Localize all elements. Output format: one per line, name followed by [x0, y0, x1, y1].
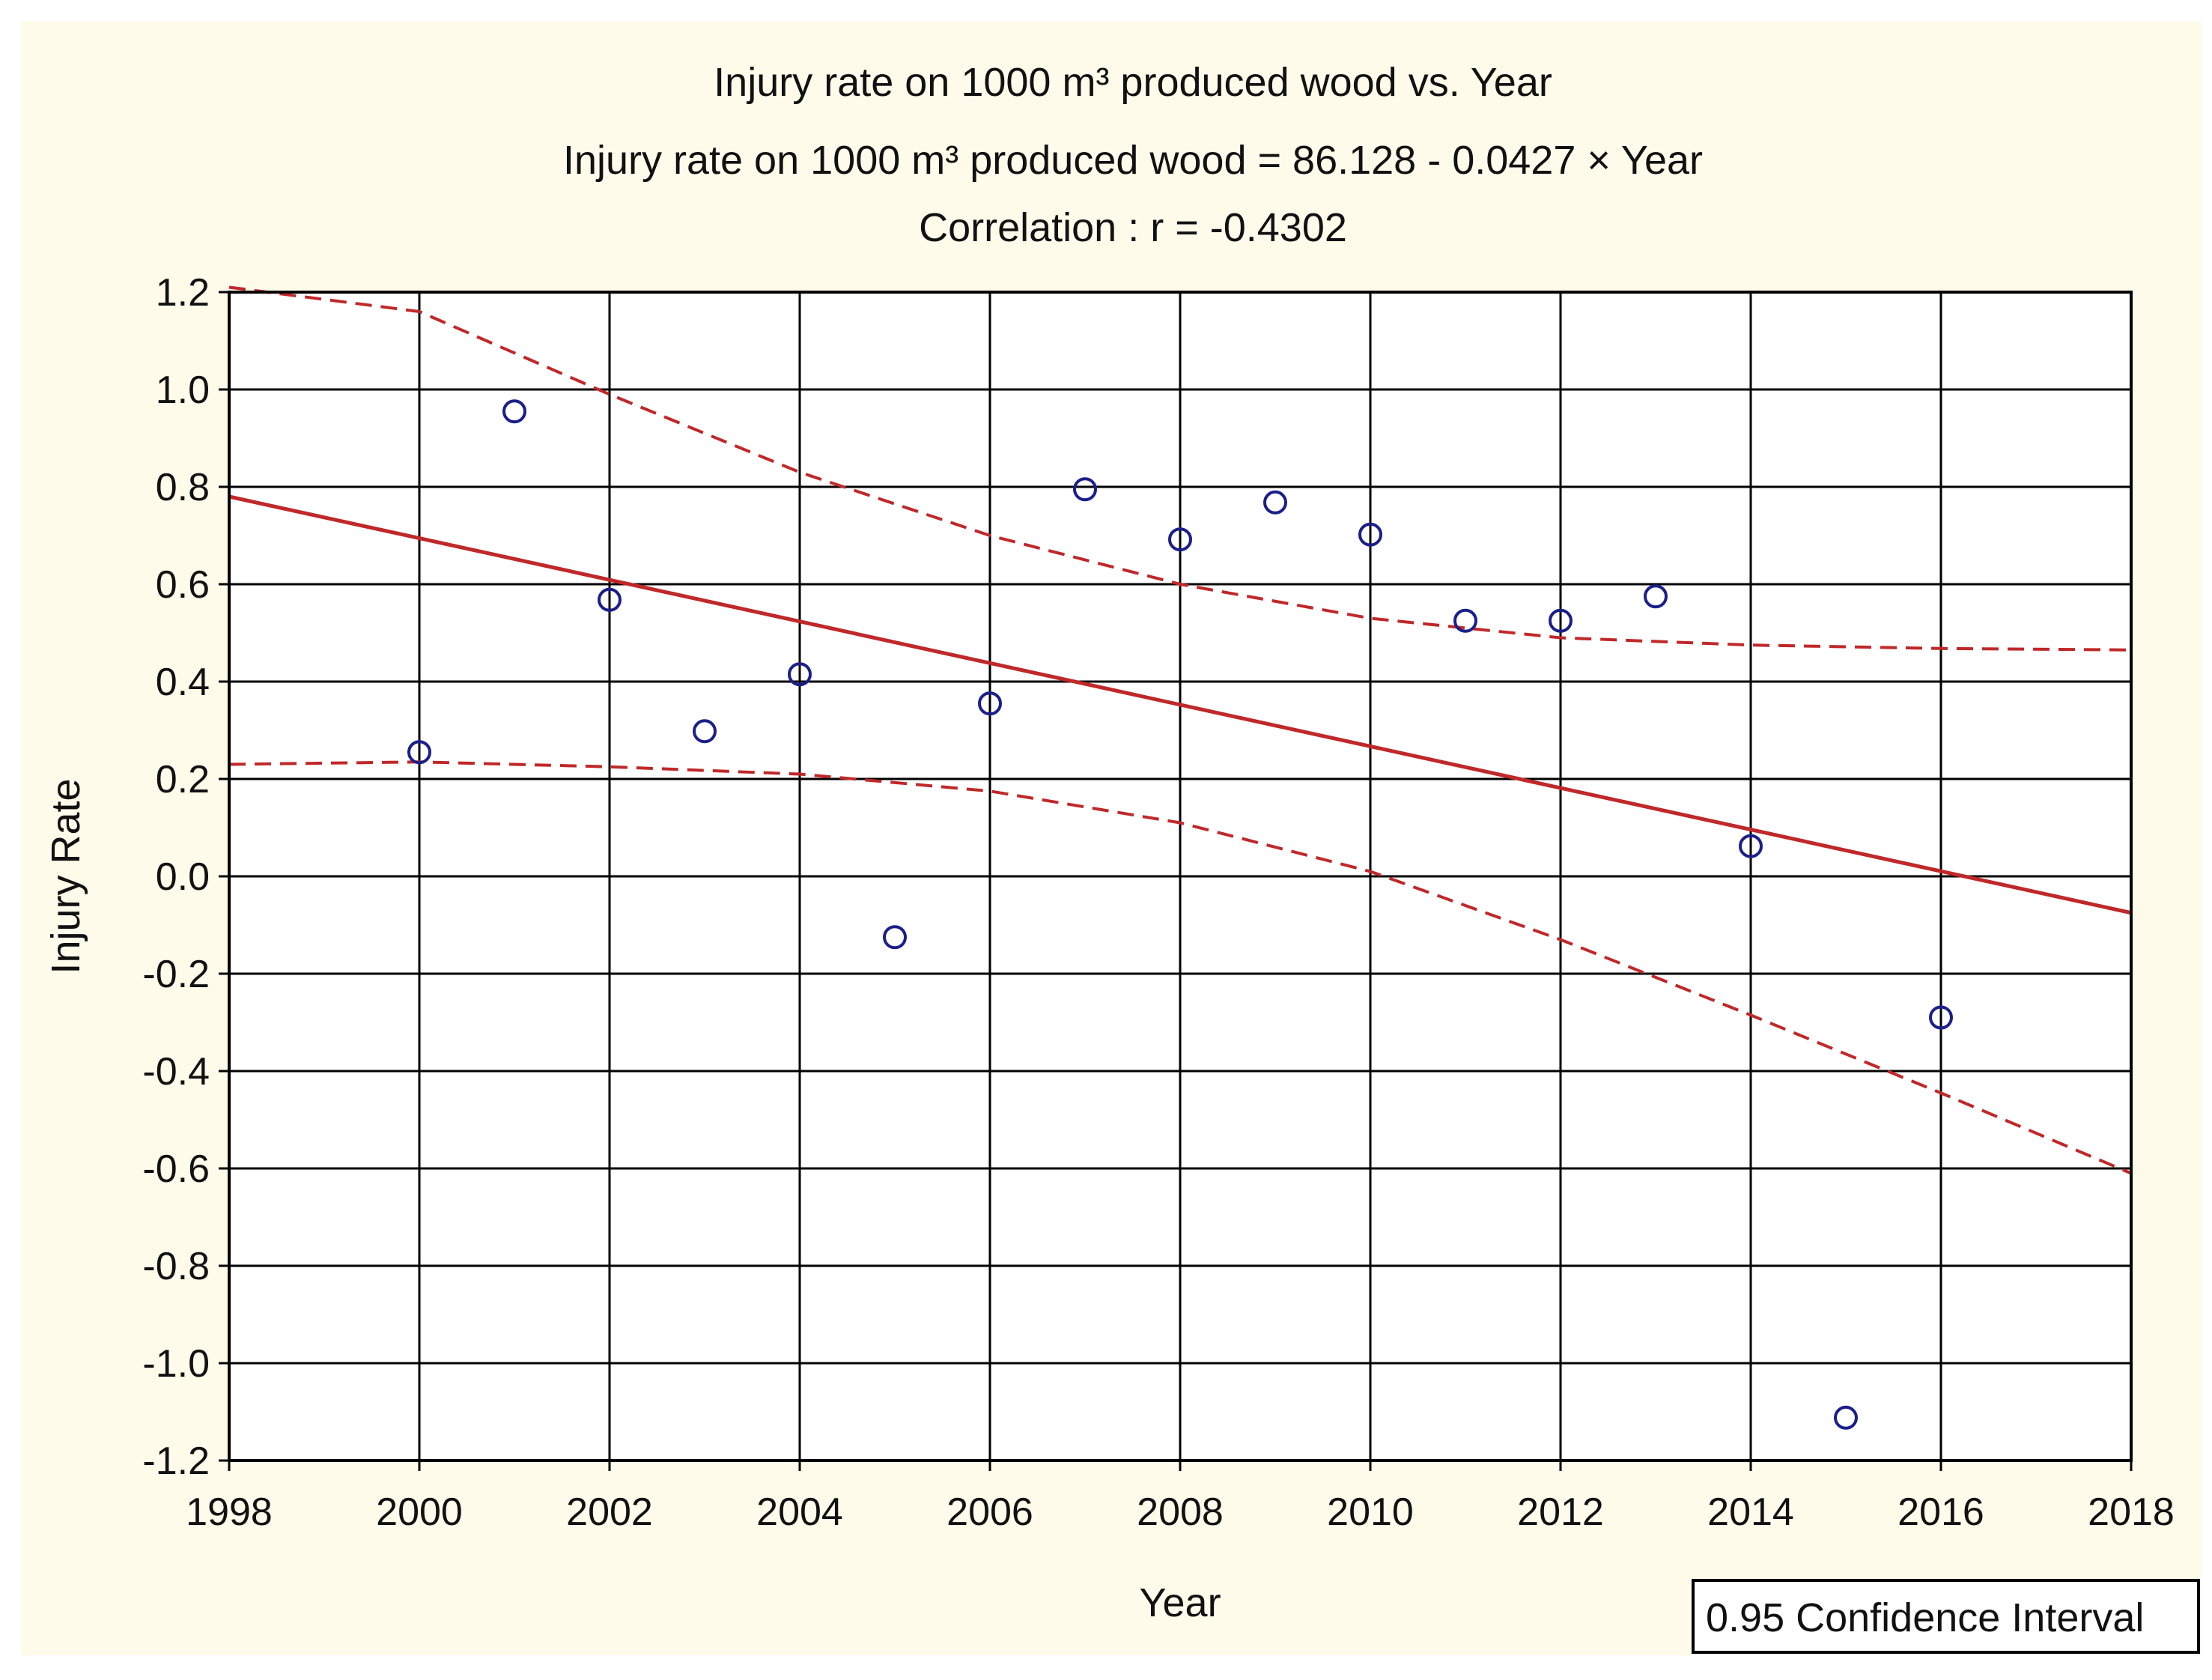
y-tick-label: 0.6 [156, 563, 210, 607]
y-tick-label: 1.2 [156, 271, 210, 315]
data-point [1453, 608, 1477, 633]
legend-label: 0.95 Confidence Interval [1706, 1595, 2144, 1640]
y-tick-label: 0.8 [156, 466, 210, 509]
x-tick-label: 2010 [1327, 1491, 1414, 1534]
ci-lower-line [228, 760, 2132, 1175]
y-tick-label: 0.0 [156, 855, 210, 899]
y-tick-label: -0.6 [142, 1147, 210, 1191]
data-points [407, 399, 1953, 1430]
data-point [1644, 584, 1668, 609]
y-tick-label: -1.0 [142, 1342, 210, 1386]
y-tick-label: -0.8 [142, 1245, 210, 1288]
y-tick-label: -0.4 [142, 1050, 210, 1094]
chart-title-line-3: Correlation : r = -0.4302 [919, 205, 1347, 250]
x-tick-label: 1998 [186, 1491, 273, 1534]
data-point [788, 662, 812, 687]
confidence-interval-lines [228, 285, 2132, 1175]
y-tick-label: -1.2 [142, 1440, 210, 1483]
x-tick-label: 2006 [947, 1491, 1033, 1534]
legend-box [1692, 1579, 2200, 1654]
x-axis-label: Year [1139, 1580, 1221, 1625]
regression-line [228, 494, 2132, 915]
x-tick-label: 2002 [566, 1491, 653, 1534]
x-tick-label: 2012 [1517, 1491, 1604, 1534]
legend: 0.95 Confidence Interval [1692, 1579, 2200, 1654]
data-point [1929, 1005, 1953, 1030]
data-point [1168, 527, 1192, 552]
y-tick-label: 1.0 [156, 369, 210, 412]
data-point [502, 399, 526, 424]
chart-title-line-2: Injury rate on 1000 m³ produced wood = 8… [563, 138, 1703, 183]
scatter-chart: Injury rate on 1000 m³ produced wood vs.… [43, 60, 2200, 1654]
x-tick-label: 2018 [2088, 1491, 2175, 1534]
data-point [978, 691, 1002, 716]
data-point [407, 740, 431, 765]
y-tick-label: 0.2 [156, 758, 210, 801]
y-axis-label: Injury Rate [43, 778, 88, 974]
grid-lines [229, 292, 2131, 1461]
regression-line-group [228, 494, 2132, 915]
data-point [1739, 834, 1763, 858]
x-tick-label: 2004 [756, 1491, 843, 1534]
x-tick-label: 2000 [376, 1491, 463, 1534]
data-point [598, 587, 622, 612]
y-tick-label: 0.4 [156, 661, 210, 704]
x-tick-label: 2016 [1897, 1491, 1984, 1534]
data-point [1263, 490, 1287, 515]
x-tick-label: 2014 [1707, 1491, 1794, 1534]
data-point [693, 719, 717, 744]
axis-ticks: 1998 2000 2002 2004 2006 2008 2010 2012 2014 2016… [142, 271, 2174, 1534]
data-point [1549, 608, 1573, 633]
data-point [1358, 522, 1382, 547]
chart-page: Injury rate on 1000 m³ produced wood vs.… [21, 21, 2202, 1655]
ci-upper-line [228, 285, 2132, 652]
x-tick-label: 2008 [1137, 1491, 1224, 1534]
data-point [883, 925, 907, 950]
y-tick-label: -0.2 [142, 953, 210, 996]
data-point [1073, 477, 1097, 502]
data-point [1834, 1405, 1858, 1430]
chart-title-line-1: Injury rate on 1000 m³ produced wood vs.… [714, 60, 1552, 105]
